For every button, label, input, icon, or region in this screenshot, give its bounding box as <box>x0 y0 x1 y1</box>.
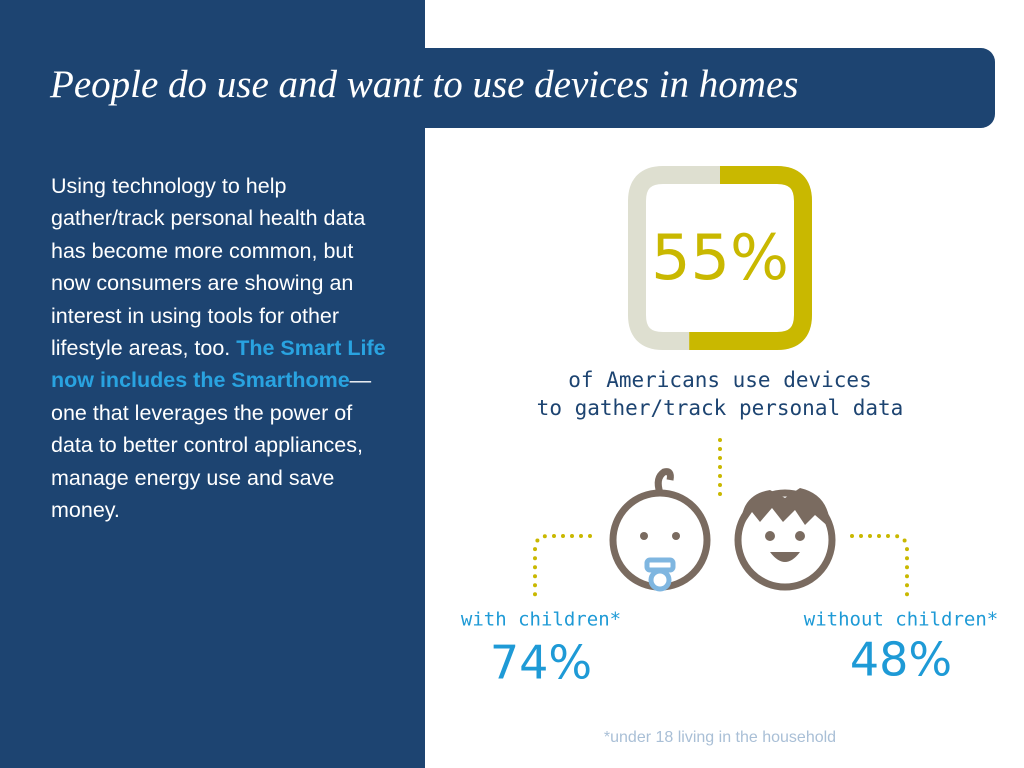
body-text-part: — one that leverages the power of data t… <box>51 368 372 523</box>
baby-icon <box>609 468 711 592</box>
side-panel <box>0 0 425 768</box>
gauge-label: 55% <box>651 221 789 294</box>
body-text: Using technology to help gather/track pe… <box>51 170 386 526</box>
group-stat: 48% <box>850 633 952 687</box>
group-stat: 74% <box>490 636 592 690</box>
group-label: with children* <box>461 609 621 631</box>
gauge-caption: of Americans use devices <box>568 368 871 392</box>
footnote: *under 18 living in the household <box>604 729 836 746</box>
body-highlight: The Smart Life now includes the Smarthom… <box>51 336 386 393</box>
title: People do use and want to use devices in… <box>50 63 799 106</box>
boy-icon <box>734 488 836 591</box>
title-bar <box>0 48 995 128</box>
gauge-fill <box>628 166 812 350</box>
body-text-part: Using technology to help gather/track pe… <box>51 174 366 361</box>
gauge-caption: to gather/track personal data <box>537 396 904 420</box>
dotted-connectors <box>533 438 909 597</box>
group-label: without children* <box>804 609 998 631</box>
